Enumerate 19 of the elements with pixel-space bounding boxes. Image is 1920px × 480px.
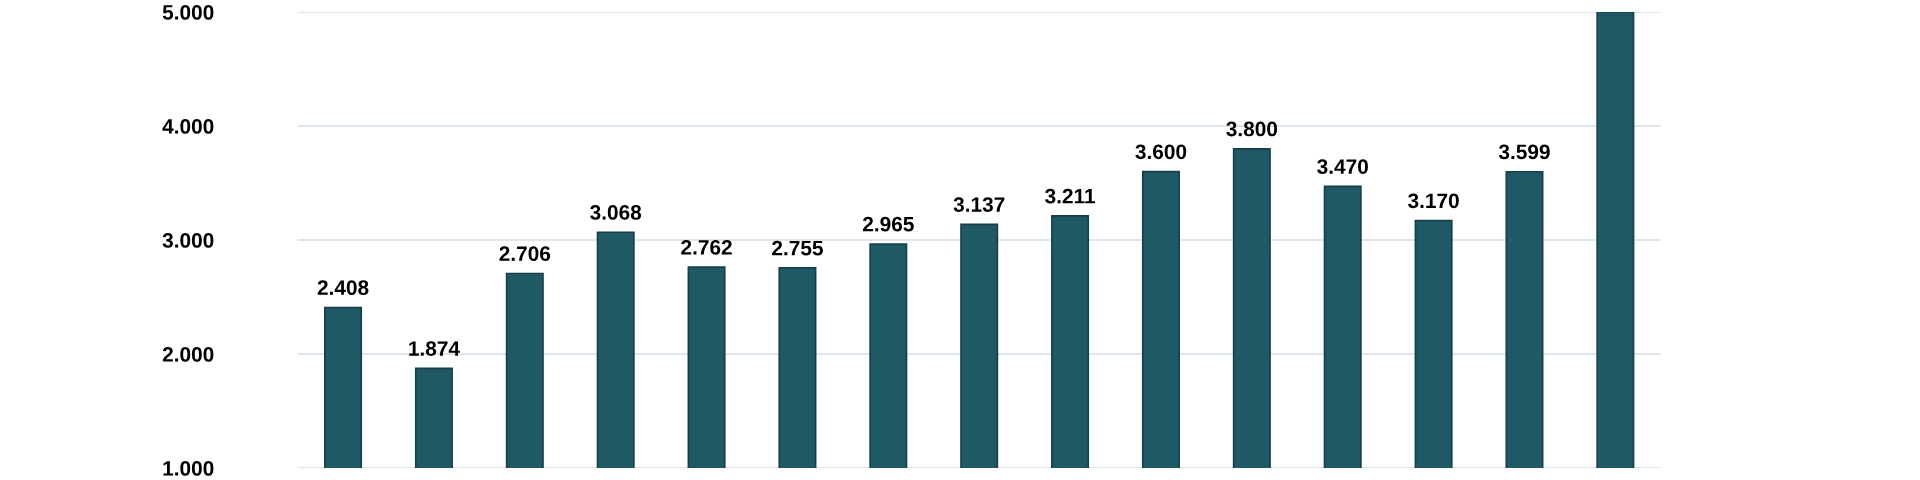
y-tick-label: 1.000 (163, 461, 214, 476)
data-label: 2.755 (772, 240, 823, 256)
data-label: 3.800 (1226, 121, 1278, 137)
data-label: 3.170 (1408, 193, 1459, 209)
y-tick-label: 4.000 (162, 119, 214, 134)
data-label: 1.874 (409, 341, 460, 356)
data-label: 3.600 (1135, 144, 1187, 160)
y-tick-label: 3.000 (162, 233, 214, 248)
data-label: 2.965 (862, 216, 914, 232)
y-tick-label: 5.000 (162, 5, 214, 20)
data-label: 3.068 (590, 205, 642, 220)
data-label: 3.470 (1317, 159, 1368, 174)
data-label: 3.211 (1045, 188, 1095, 204)
y-tick-label: 2.000 (162, 347, 214, 362)
data-label: 3.137 (953, 197, 1005, 212)
data-label: 2.762 (681, 239, 732, 255)
data-label: 3.599 (1498, 144, 1550, 160)
data-label: 2.706 (499, 246, 551, 262)
data-label: 2.408 (317, 280, 369, 296)
